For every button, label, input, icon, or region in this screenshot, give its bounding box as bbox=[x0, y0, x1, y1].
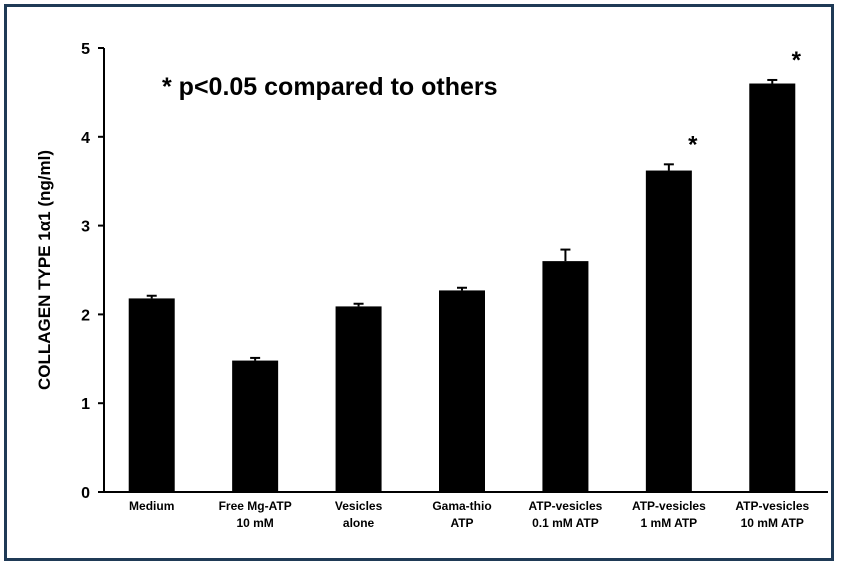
category-label: 10 mM bbox=[236, 516, 273, 530]
significance-note: * p<0.05 compared to others bbox=[162, 73, 498, 101]
bar bbox=[232, 360, 279, 492]
y-tick-label: 2 bbox=[81, 307, 90, 324]
category-label: Medium bbox=[129, 499, 174, 513]
bar bbox=[439, 290, 485, 492]
category-label: 10 mM ATP bbox=[741, 516, 804, 530]
category-label: ATP-vesicles bbox=[735, 499, 809, 513]
bar bbox=[542, 261, 589, 492]
y-tick-label: 4 bbox=[81, 130, 90, 147]
category-label: Free Mg-ATP bbox=[219, 499, 292, 513]
y-tick-label: 1 bbox=[81, 396, 90, 413]
bar bbox=[128, 298, 175, 492]
significance-star: * bbox=[688, 131, 698, 158]
category-label: 0.1 mM ATP bbox=[532, 516, 599, 530]
category-labels: Medium Free Mg-ATP 10 mM Vesicles alone Gama-… bbox=[129, 499, 809, 530]
category-label: ATP bbox=[450, 516, 473, 530]
category-label: ATP-vesicles bbox=[529, 499, 603, 513]
y-axis-label: COLLAGEN TYPE 1α1 (ng/ml) bbox=[35, 150, 54, 390]
category-label: 1 mM ATP bbox=[641, 516, 698, 530]
y-tick-label: 5 bbox=[81, 41, 90, 58]
bar bbox=[645, 170, 692, 492]
bars: ** bbox=[128, 47, 802, 493]
category-label: ATP-vesicles bbox=[632, 499, 706, 513]
significance-star: * bbox=[792, 47, 802, 74]
bar bbox=[335, 306, 382, 492]
bar bbox=[749, 83, 796, 493]
category-label: Gama-thio bbox=[432, 499, 491, 513]
y-tick-label: 3 bbox=[81, 219, 90, 236]
y-tick-label: 0 bbox=[81, 485, 90, 502]
category-label: Vesicles bbox=[335, 499, 383, 513]
category-label: alone bbox=[343, 516, 375, 530]
